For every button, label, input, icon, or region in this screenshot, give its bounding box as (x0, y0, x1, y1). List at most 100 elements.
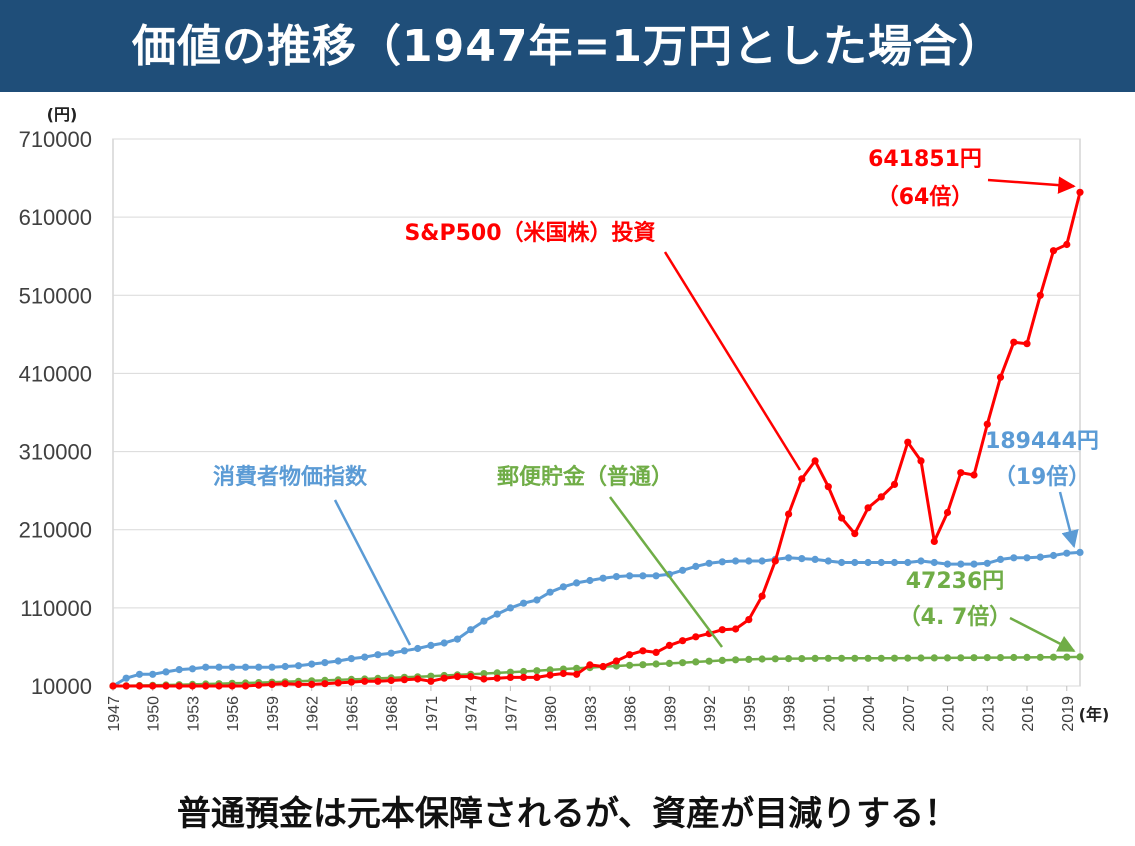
annotation-arrow (1009, 616, 1076, 653)
data-point (546, 666, 554, 674)
data-point (652, 648, 660, 657)
data-point (917, 557, 925, 565)
data-point (679, 659, 687, 667)
data-point (824, 483, 832, 491)
data-point (665, 641, 674, 650)
data-point (904, 438, 912, 446)
data-point (334, 657, 342, 665)
data-point (480, 675, 488, 683)
data-point (838, 514, 846, 522)
chart: 10000 110000 210000 310000 410000 510000 61000… (19, 105, 1110, 732)
data-point (970, 471, 978, 479)
annotation-value: 189444円 (985, 429, 1099, 454)
data-point (890, 480, 899, 488)
data-point (427, 677, 435, 685)
data-point (1010, 554, 1018, 562)
data-point (321, 680, 329, 688)
data-point (1076, 653, 1084, 661)
data-point (943, 560, 952, 568)
data-point (943, 508, 952, 517)
x-tick-label: 1953 (185, 696, 202, 732)
data-point (559, 583, 568, 591)
data-point (983, 420, 991, 428)
y-unit-label: (円) (47, 105, 78, 124)
data-point (520, 667, 528, 676)
data-point (811, 654, 819, 663)
data-point (745, 655, 753, 664)
data-point (930, 537, 938, 545)
x-tick-label: 2016 (1020, 696, 1037, 732)
data-point (480, 670, 488, 678)
data-point (506, 668, 514, 676)
data-point (890, 558, 899, 567)
data-point (387, 649, 395, 657)
data-point (122, 674, 130, 682)
data-point (1063, 240, 1071, 249)
data-point (599, 574, 607, 582)
annotation-value: 641851円 (868, 147, 982, 172)
x-tick-label: 1950 (146, 696, 163, 732)
page-title: 価値の推移（1947年=1万円とした場合） (132, 21, 1003, 72)
x-tick-label: 1986 (623, 696, 640, 732)
data-point (824, 557, 832, 565)
data-point (758, 557, 766, 565)
data-point (374, 651, 382, 659)
data-point (387, 676, 395, 685)
data-point (838, 558, 846, 567)
data-point (957, 469, 965, 477)
x-tick-label: 1971 (424, 696, 441, 732)
data-point (785, 655, 793, 663)
data-point (573, 670, 581, 678)
title-banner: 価値の推移（1947年=1万円とした場合） (0, 0, 1135, 92)
data-point (1063, 653, 1071, 661)
annotation-arrow (1058, 491, 1079, 549)
data-point (798, 655, 806, 663)
data-point (202, 663, 210, 671)
data-point (374, 677, 382, 685)
x-tick-label: 1968 (384, 696, 401, 732)
x-tick-label: 2001 (821, 696, 838, 732)
data-point (851, 558, 859, 567)
data-point (573, 579, 581, 587)
data-point (400, 647, 408, 655)
data-point (679, 637, 687, 645)
data-point (692, 633, 700, 641)
series-label-sp500: S&P500（米国株）投資 (404, 220, 655, 246)
x-tick-label: 1989 (662, 696, 679, 732)
data-point (639, 647, 647, 655)
data-point (745, 616, 753, 624)
x-tick-label: 1980 (543, 696, 560, 732)
data-point (1023, 554, 1031, 562)
data-point (917, 654, 925, 662)
callout-line-postal (608, 496, 724, 648)
data-point (1010, 653, 1018, 662)
data-point (228, 682, 236, 690)
data-point (294, 662, 303, 670)
data-point (652, 572, 660, 580)
data-point (122, 682, 130, 690)
callout-line-cpi (333, 499, 412, 646)
x-unit-label: (年) (1079, 705, 1110, 724)
data-point (732, 625, 740, 633)
data-point (679, 566, 687, 574)
x-tick-label: 1965 (344, 696, 361, 732)
data-point (268, 680, 276, 689)
data-point (665, 659, 674, 668)
annotation-multiplier: （19倍） (994, 464, 1091, 490)
data-point (983, 559, 991, 567)
data-point (851, 654, 859, 662)
data-point (890, 654, 899, 662)
data-point (1036, 653, 1044, 661)
data-point (811, 457, 819, 465)
data-point (838, 654, 846, 662)
callout-line-sp500 (663, 251, 802, 471)
y-tick-label: 10000 (31, 674, 92, 699)
x-tick-label: 1959 (265, 696, 282, 732)
data-point (626, 651, 634, 659)
data-point (149, 682, 157, 690)
data-point (718, 626, 726, 634)
data-point (533, 596, 541, 604)
data-point (639, 572, 647, 580)
data-point (877, 558, 885, 567)
x-tick-label: 2010 (941, 696, 958, 732)
